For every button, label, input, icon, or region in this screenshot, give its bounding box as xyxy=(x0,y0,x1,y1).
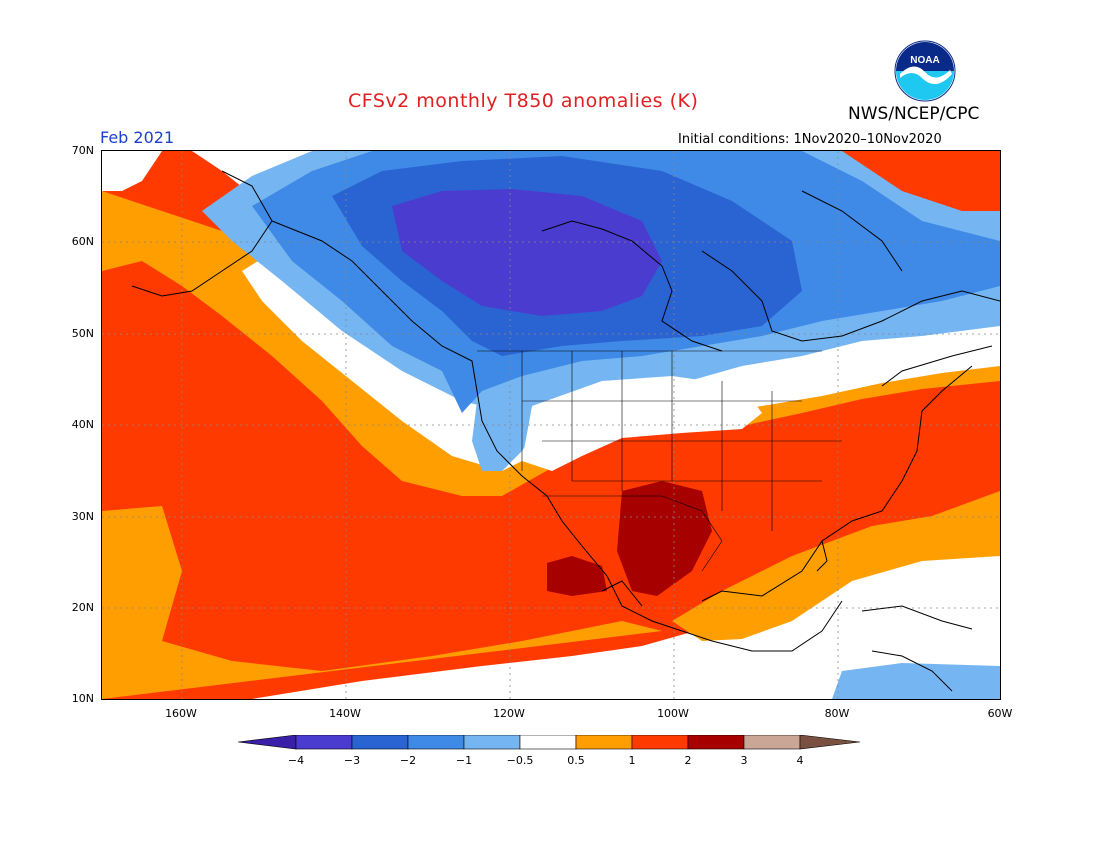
noaa-logo: NOAA xyxy=(894,40,956,102)
colorbar-label-4: −1 xyxy=(455,754,473,767)
colorbar-seg-2 xyxy=(351,735,409,750)
noaa-logo-text: NOAA xyxy=(910,55,939,66)
field-hot-spot xyxy=(547,556,607,596)
lat-label-10n: 10N xyxy=(71,692,94,705)
field-white-north-2 xyxy=(102,151,162,191)
lon-label-100w: 100W xyxy=(657,707,689,720)
colorbar-seg-4 xyxy=(463,735,521,750)
lon-label-140w: 140W xyxy=(329,707,361,720)
colorbar-label-3: −2 xyxy=(399,754,417,767)
anomaly-field xyxy=(102,151,1000,699)
colorbar-seg-7 xyxy=(631,735,689,750)
field-white-north xyxy=(102,151,1000,471)
colorbar-seg-8 xyxy=(687,735,745,750)
colorbar xyxy=(238,735,861,750)
field-purple xyxy=(392,189,662,316)
lat-label-50n: 50N xyxy=(71,327,94,340)
colorbar-label-8: 2 xyxy=(684,754,692,767)
colorbar-label-6: 0.5 xyxy=(567,754,585,767)
state-borders xyxy=(477,350,842,572)
initial-conditions: Initial conditions: 1Nov2020–10Nov2020 xyxy=(678,132,942,147)
colorbar-label-2: −3 xyxy=(343,754,361,767)
lon-label-80w: 80W xyxy=(824,707,850,720)
field-white-us xyxy=(522,376,762,471)
colorbar-arrow-left xyxy=(238,735,297,750)
colorbar-label-10: 4 xyxy=(796,754,804,767)
colorbar-seg-5 xyxy=(519,735,577,750)
colorbar-seg-9 xyxy=(743,735,801,750)
colorbar-label-5: −0.5 xyxy=(506,754,534,767)
colorbar-label-7: 1 xyxy=(628,754,636,767)
field-orange-gulf xyxy=(672,491,1000,641)
colorbar-arrow-right xyxy=(799,735,861,750)
lon-label-120w: 120W xyxy=(493,707,525,720)
field-orange-south xyxy=(102,506,662,699)
lat-label-60n: 60N xyxy=(71,235,94,248)
lat-label-30n: 30N xyxy=(71,510,94,523)
organization-label: NWS/NCEP/CPC xyxy=(848,104,980,124)
forecast-period: Feb 2021 xyxy=(100,128,175,147)
lat-label-20n: 20N xyxy=(71,601,94,614)
lon-label-60w: 60W xyxy=(987,707,1013,720)
colorbar-seg-1 xyxy=(295,735,353,750)
colorbar-label-9: 3 xyxy=(740,754,748,767)
field-white-south xyxy=(252,511,1000,699)
lat-label-70n: 70N xyxy=(71,144,94,157)
field-hot-core xyxy=(617,481,712,596)
field-blue-caribbean xyxy=(832,663,1000,699)
colorbar-seg-6 xyxy=(575,735,633,750)
map-title: CFSv2 monthly T850 anomalies (K) xyxy=(348,90,699,112)
colorbar-seg-3 xyxy=(407,735,465,750)
lon-label-160w: 160W xyxy=(165,707,197,720)
lat-label-40n: 40N xyxy=(71,418,94,431)
colorbar-label-1: −4 xyxy=(287,754,305,767)
anomaly-map xyxy=(101,150,1001,700)
